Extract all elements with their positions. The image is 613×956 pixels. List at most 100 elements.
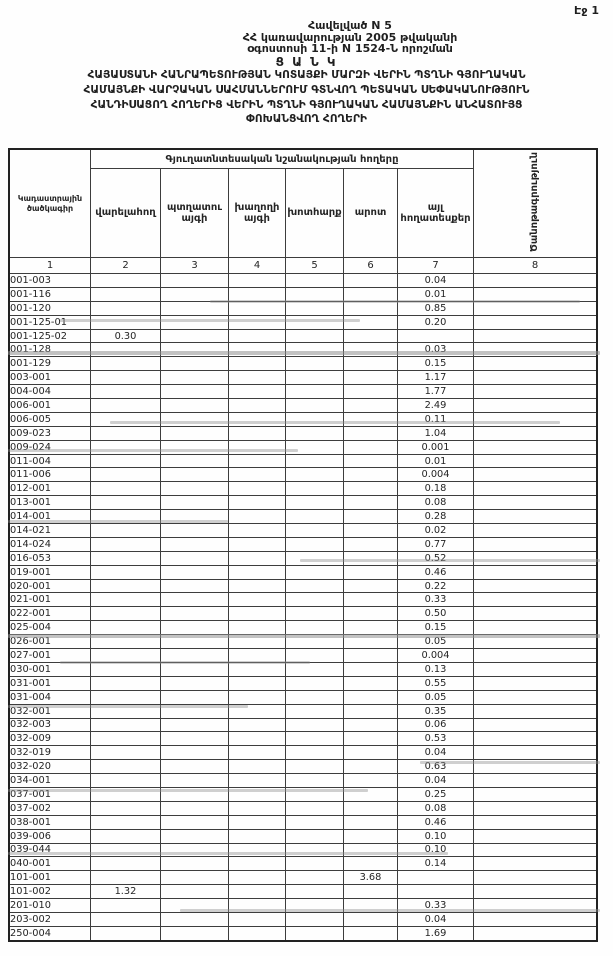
table-row: 250-004 1.69: [8, 925, 598, 942]
area-value-cell: [228, 870, 286, 886]
area-value-cell: [473, 328, 598, 344]
area-value-cell: [90, 495, 161, 511]
cadastral-code-cell: 001-128: [8, 342, 91, 358]
table-row: 011-006 0.004: [8, 467, 598, 483]
area-value-cell: [343, 314, 398, 330]
area-value-cell: [160, 898, 229, 913]
area-value-cell: [90, 439, 161, 455]
area-value-cell: 0.01: [397, 286, 474, 302]
cadastral-code-cell: 201-010: [8, 898, 91, 913]
table-row: 006-005 0.11: [8, 411, 598, 427]
area-value-cell: 0.05: [397, 634, 474, 650]
area-value-cell: 0.18: [397, 481, 474, 497]
area-value-cell: [343, 398, 398, 413]
area-value-cell: [160, 286, 229, 302]
area-value-cell: [285, 648, 344, 663]
table-row: 003-001 1.17: [8, 370, 598, 386]
area-value-cell: [228, 300, 286, 316]
area-value-cell: 0.06: [397, 717, 474, 733]
area-value-cell: [473, 592, 598, 608]
title-line: ՀԱՅԱՍՏԱՆԻ ՀԱՆՐԱՊԵՏՈՒԹՅԱՆ ԿՈՏԱՅՔԻ ՄԱՐԶԻ Վ…: [87, 69, 526, 81]
area-value-cell: [285, 564, 344, 580]
area-value-cell: 3.68: [343, 870, 398, 886]
area-value-cell: [160, 745, 229, 761]
area-value-cell: [228, 703, 286, 719]
area-value-cell: 0.05: [397, 689, 474, 705]
table-row: 012-001 0.18: [8, 481, 598, 497]
area-value-cell: [343, 536, 398, 552]
cadastral-code-cell: 032-009: [8, 731, 91, 747]
area-value-cell: [343, 300, 398, 316]
area-value-cell: 0.28: [397, 509, 474, 525]
area-value-cell: [228, 745, 286, 761]
area-value-cell: [473, 286, 598, 302]
area-value-cell: [473, 898, 598, 913]
cadastral-code-cell: 011-006: [8, 467, 91, 483]
area-value-cell: [90, 481, 161, 497]
column-number: 7: [397, 257, 474, 274]
cadastral-code-cell: 009-023: [8, 425, 91, 441]
area-value-cell: [90, 300, 161, 316]
area-value-cell: [90, 828, 161, 844]
table-row: 004-004 1.77: [8, 384, 598, 400]
area-value-cell: [343, 814, 398, 830]
table-row: 038-001 0.46: [8, 814, 598, 830]
area-value-cell: [473, 467, 598, 483]
area-value-cell: [90, 842, 161, 858]
area-value-cell: [160, 592, 229, 608]
area-value-cell: [160, 856, 229, 872]
area-value-cell: [160, 550, 229, 566]
appendix-line: ՀՀ կառավարության 2005 թվականի: [242, 30, 458, 44]
cadastral-code-cell: 203-002: [8, 911, 91, 927]
area-value-cell: [473, 356, 598, 372]
area-value-cell: [160, 703, 229, 719]
area-value-cell: [228, 342, 286, 358]
note-column-header-text: Ծանոթագրություն: [529, 151, 540, 253]
area-value-cell: [473, 509, 598, 525]
cadastral-code-cell: 012-001: [8, 481, 91, 497]
column-header: պտղատու այգի: [160, 168, 229, 258]
area-value-cell: [90, 634, 161, 650]
area-value-cell: [473, 273, 598, 288]
area-value-cell: [285, 661, 344, 677]
area-value-cell: [343, 800, 398, 816]
area-value-cell: [343, 467, 398, 483]
area-value-cell: [228, 453, 286, 469]
area-value-cell: [90, 592, 161, 608]
area-value-cell: [343, 773, 398, 788]
area-value-cell: [343, 661, 398, 677]
cadastral-code-cell: 003-001: [8, 370, 91, 386]
area-value-cell: [160, 342, 229, 358]
area-value-cell: [285, 273, 344, 288]
area-value-cell: [228, 578, 286, 594]
area-value-cell: [285, 786, 344, 802]
area-value-cell: [473, 384, 598, 400]
table-row: 034-001 0.04: [8, 773, 598, 788]
area-value-cell: [343, 509, 398, 525]
area-value-cell: [285, 550, 344, 566]
area-value-cell: [343, 606, 398, 622]
cadastral-code-cell: 037-002: [8, 800, 91, 816]
area-value-cell: [228, 814, 286, 830]
area-value-cell: 0.02: [397, 523, 474, 538]
table-row: 039-006 0.10: [8, 828, 598, 844]
area-value-cell: [228, 731, 286, 747]
cadastral-code-cell: 034-001: [8, 773, 91, 788]
area-value-cell: [473, 439, 598, 455]
area-value-cell: [285, 398, 344, 413]
title-line: ՀԱՄԱՅՆՔԻ ՎԱՐՉԱԿԱՆ ՍԱՀՄԱՆՆԵՐՈՒՄ ԳՏՆՎՈՂ ՊԵ…: [83, 83, 530, 96]
table-row: 032-019 0.04: [8, 745, 598, 761]
area-value-cell: [285, 509, 344, 525]
area-value-cell: [473, 842, 598, 858]
area-value-cell: [160, 509, 229, 525]
area-value-cell: 0.30: [90, 328, 161, 344]
column-header: վարելահող: [90, 168, 161, 258]
area-value-cell: [473, 314, 598, 330]
table-row: 025-004 0.15: [8, 620, 598, 636]
area-value-cell: 1.69: [397, 925, 474, 942]
area-value-cell: [160, 578, 229, 594]
area-value-cell: [343, 523, 398, 538]
area-value-cell: [343, 925, 398, 942]
area-value-cell: [473, 536, 598, 552]
